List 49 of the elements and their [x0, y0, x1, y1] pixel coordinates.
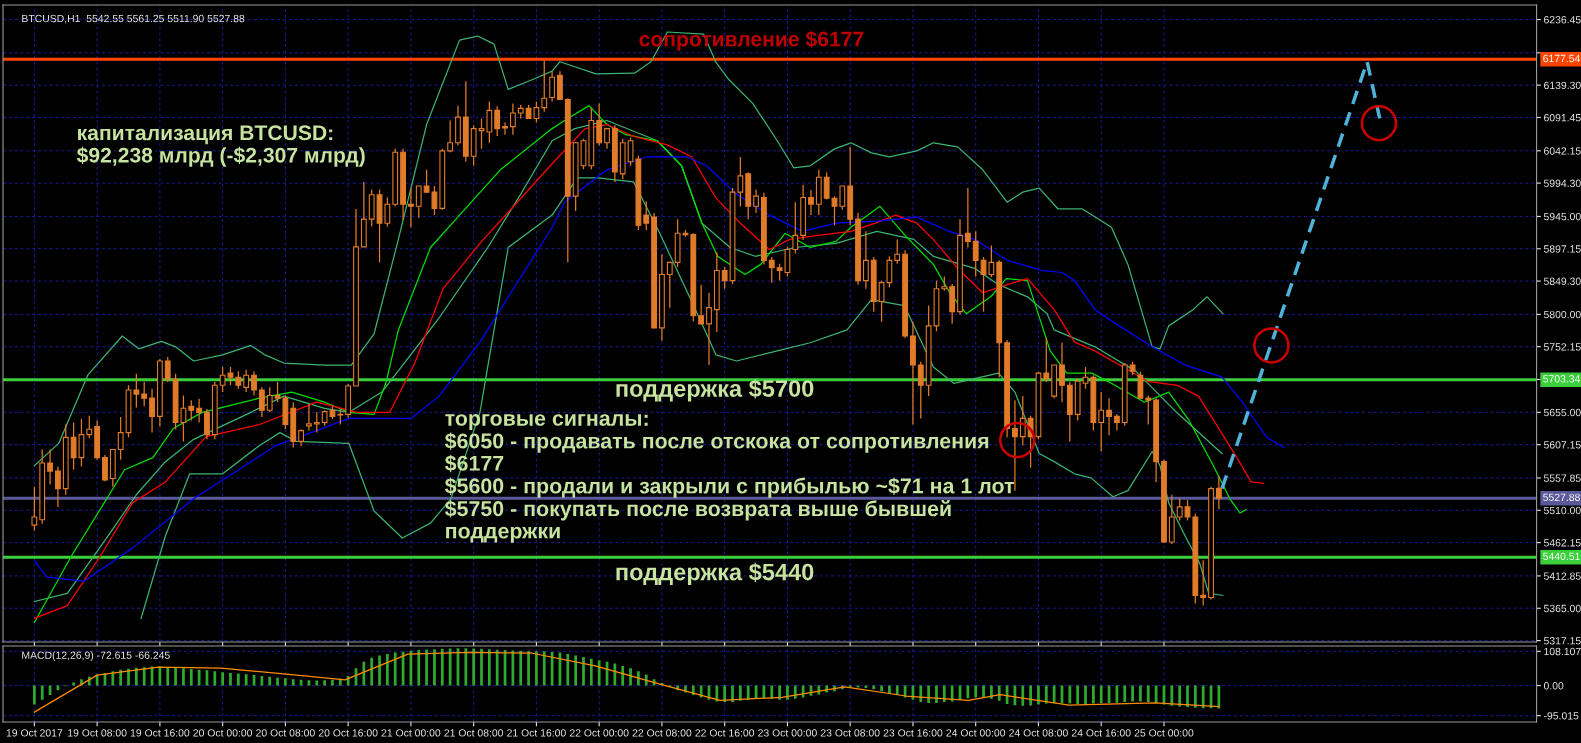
text: BTCUSD,H1 5542.55 5561.25 5511.90 5527.88 — [22, 14, 245, 24]
x-tick-label: 21 Oct 08:00 — [444, 729, 504, 737]
y-tick-label: 5655.00 — [1543, 408, 1581, 417]
x-tick-label: 21 Oct 00:00 — [381, 729, 441, 737]
x-tick-label: 20 Oct 16:00 — [318, 729, 378, 737]
x-tick-label: 20 Oct 00:00 — [193, 729, 253, 737]
y-tick-label: 5510.00 — [1543, 506, 1581, 515]
ref-line-label: 5703.34 — [1543, 375, 1581, 383]
x-tick-label: 21 Oct 16:00 — [507, 729, 566, 737]
ref-line-label: 5527.88 — [1543, 493, 1580, 502]
chart-title: MACD(12,26,9) -72.615 -66.245 — [22, 651, 170, 661]
x-tick-label: 23 Oct 16:00 — [883, 729, 943, 737]
y-tick-label: -95.015 — [1543, 712, 1579, 720]
y-tick-label: 5607.15 — [1543, 441, 1581, 449]
annotation: поддержка $5700 — [616, 379, 814, 402]
y-tick-label: 5945.00 — [1543, 212, 1581, 221]
y-tick-label: 5752.15 — [1543, 343, 1581, 351]
x-tick-label: 20 Oct 08:00 — [256, 729, 315, 737]
x-tick-label: 22 Oct 08:00 — [632, 729, 692, 737]
x-tick-label: 19 Oct 16:00 — [130, 729, 190, 737]
ref-line-label: 6177.54 — [1543, 54, 1581, 63]
x-tick-label: 24 Oct 08:00 — [1009, 729, 1068, 737]
x-tick-label: 24 Oct 16:00 — [1071, 729, 1131, 737]
y-tick-label: 5994.30 — [1543, 179, 1581, 187]
x-tick-label: 24 Oct 00:00 — [946, 729, 1006, 737]
x-tick-label: 23 Oct 00:00 — [758, 729, 817, 737]
x-tick-label: 19 Oct 2017 — [6, 729, 63, 737]
x-tick-label: 22 Oct 16:00 — [695, 729, 755, 737]
y-tick-label: 6042.15 — [1544, 147, 1581, 155]
y-tick-label: 6236.45 — [1544, 16, 1581, 24]
x-tick-label: 22 Oct 00:00 — [569, 729, 629, 737]
annotation: капитализация BTCUSD: $92,238 млрд (-$2,307 млрд) — [76, 125, 365, 167]
annotation: поддержка $5440 — [616, 562, 814, 586]
y-tick-label: 0.00 — [1543, 682, 1564, 690]
x-tick-label: 25 Oct 00:00 — [1134, 729, 1194, 737]
y-tick-label: 5557.85 — [1543, 474, 1581, 482]
y-tick-label: 5412.85 — [1543, 572, 1581, 580]
y-tick-label: 6139.30 — [1544, 81, 1581, 90]
y-tick-label: 5462.15 — [1543, 539, 1581, 547]
y-tick-label: 5800.00 — [1543, 310, 1581, 319]
y-tick-label: 108.107 — [1544, 647, 1581, 656]
x-tick-label: 19 Oct 08:00 — [68, 729, 127, 737]
y-tick-label: 5897.15 — [1543, 245, 1581, 253]
ref-line-label: 5440.51 — [1543, 552, 1580, 561]
y-tick-label: 6091.45 — [1544, 113, 1581, 122]
x-tick-label: 23 Oct 08:00 — [820, 729, 880, 737]
y-tick-label: 5849.30 — [1543, 277, 1581, 285]
y-tick-label: 5365.00 — [1543, 604, 1581, 613]
y-tick-label: 5317.15 — [1543, 637, 1581, 645]
